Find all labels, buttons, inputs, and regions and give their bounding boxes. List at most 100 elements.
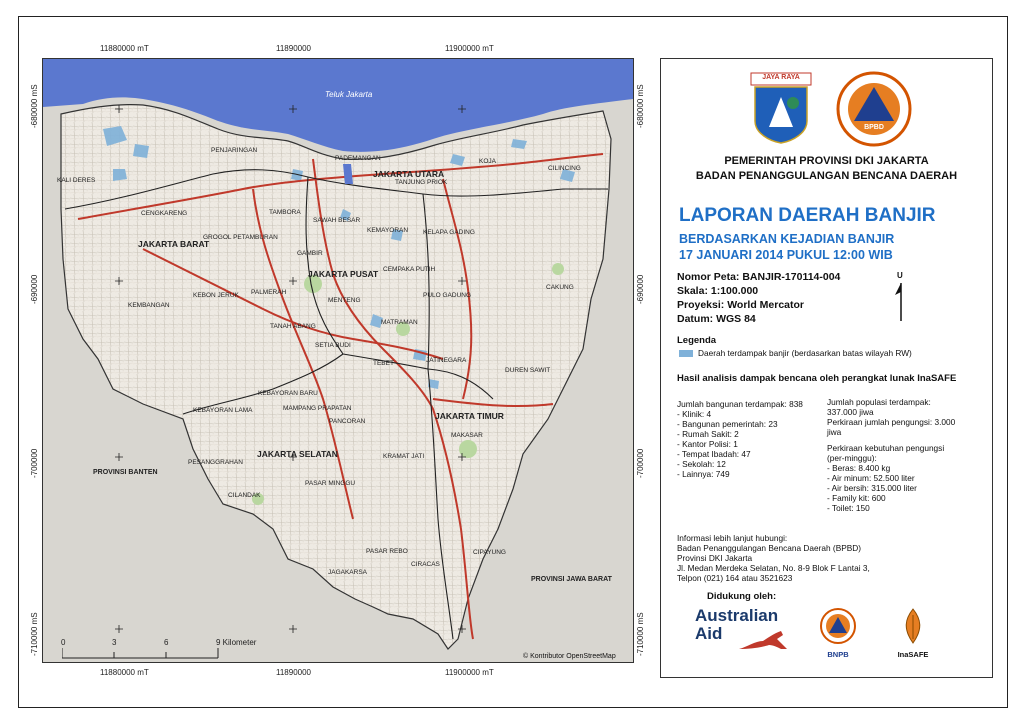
population-value: 337.000 jiwa xyxy=(827,407,874,417)
needs-family-kit: - Family kit: 600 xyxy=(827,493,886,503)
inasafe-logo: InaSAFE xyxy=(893,607,933,659)
legend-flood-swatch xyxy=(679,350,693,357)
district-pesanggrahan: PESANGGRAHAN xyxy=(188,459,243,466)
coord-right-3: -710000 mS xyxy=(636,612,645,656)
district-kembangan: KEMBANGAN xyxy=(128,302,170,309)
district-tebet: TEBET xyxy=(373,360,394,367)
sea-area xyxy=(43,59,633,152)
north-label: U xyxy=(897,271,903,280)
province-jawa-barat: PROVINSI JAWA BARAT xyxy=(531,576,612,583)
district-kelapa-gading: KELAPA GADING xyxy=(423,229,475,236)
report-subtitle-2: 17 JANUARI 2014 PUKUL 12:00 WIB xyxy=(679,248,893,262)
district-setia-budi: SETIA BUDI xyxy=(315,342,351,349)
major-roads xyxy=(77,153,604,640)
coord-top-2: 11900000 mT xyxy=(445,44,494,53)
district-kramat-jati: KRAMAT JATI xyxy=(383,453,425,460)
district-pasar-minggu: PASAR MINGGU xyxy=(305,480,356,487)
scale-tick-9: 9 Kilometer xyxy=(216,638,257,647)
refugees-unit: jiwa xyxy=(827,427,842,437)
scale-tick-3: 3 xyxy=(112,638,117,647)
map-svg xyxy=(43,59,633,662)
buildings-clinic: - Klinik: 4 xyxy=(677,409,712,419)
map-number: Nomor Peta: BANJIR-170114-004 xyxy=(677,271,841,283)
buildings-list: Jumlah bangunan terdampak: 838 - Klinik:… xyxy=(677,399,803,479)
coord-bottom-2: 11900000 mT xyxy=(445,668,494,677)
buildings-other: - Lainnya: 749 xyxy=(677,469,730,479)
district-cilandak: CILANDAK xyxy=(228,492,261,499)
district-jagakarsa: JAGAKARSA xyxy=(328,569,368,576)
map-sheet-frame xyxy=(18,16,1008,708)
district-cilincing: CILINCING xyxy=(548,165,581,172)
coord-left-2: -700000 xyxy=(30,448,39,478)
district-palmerah: PALMERAH xyxy=(251,289,287,296)
region-label-jakarta-selatan: JAKARTA SELATAN xyxy=(257,449,338,459)
needs-drinking-water: - Air minum: 52.500 liter xyxy=(827,473,915,483)
flood-areas xyxy=(103,126,575,389)
region-label-jakarta-pusat: JAKARTA PUSAT xyxy=(308,269,379,279)
scale-tick-6: 6 xyxy=(164,638,169,647)
australian-aid-text-1: Australian xyxy=(695,606,779,625)
buildings-total: Jumlah bangunan terdampak: 838 xyxy=(677,399,803,409)
population-label: Jumlah populasi terdampak: xyxy=(827,397,931,407)
report-subtitle-1: BERDASARKAN KEJADIAN BANJIR xyxy=(679,232,895,246)
contact-org: Badan Penanggulangan Bencana Daerah (BPB… xyxy=(677,543,862,553)
report-title: LAPORAN DAERAH BANJIR xyxy=(679,205,936,226)
coord-left-0: -680000 mS xyxy=(30,84,39,128)
coord-bottom-0: 11880000 mT xyxy=(100,668,149,677)
district-sawah-besar: SAWAH BESAR xyxy=(313,217,361,224)
district-kebon-jeruk: KEBON JERUK xyxy=(193,292,239,299)
map-scale: Skala: 1:100.000 xyxy=(677,285,759,297)
district-cipayung: CIPAYUNG xyxy=(473,549,506,556)
district-makasar: MAKASAR xyxy=(451,432,483,439)
region-label-jakarta-barat: JAKARTA BARAT xyxy=(138,239,210,249)
contact-info: Informasi lebih lanjut hubungi: Badan Pe… xyxy=(677,533,870,583)
district-kali-deres: KALI DERES xyxy=(57,177,96,184)
needs-rice: - Beras: 8.400 kg xyxy=(827,463,891,473)
buildings-worship: - Tempat Ibadah: 47 xyxy=(677,449,751,459)
coord-top-0: 11880000 mT xyxy=(100,44,149,53)
legend-title: Legenda xyxy=(677,335,717,346)
contact-address: Jl. Medan Merdeka Selatan, No. 8-9 Blok … xyxy=(677,563,870,573)
needs-toilet: - Toilet: 150 xyxy=(827,503,870,513)
population-list: Jumlah populasi terdampak: 337.000 jiwa … xyxy=(827,397,955,513)
map-projection: Proyeksi: World Mercator xyxy=(677,299,805,311)
analysis-title: Hasil analisis dampak bencana oleh peran… xyxy=(677,373,957,384)
district-cengkareng: CENGKARENG xyxy=(141,210,188,217)
inasafe-logo-label: InaSAFE xyxy=(897,650,929,659)
district-duren-sawit: DUREN SAWIT xyxy=(505,367,551,374)
australian-aid-logo: Australian Aid xyxy=(695,607,805,657)
district-matraman: MATRAMAN xyxy=(381,319,418,326)
district-kebayoran-lama: KEBAYORAN LAMA xyxy=(193,407,253,414)
bpbd-logo: BPBD xyxy=(836,71,912,147)
legend-flood-label: Daerah terdampak banjir (berdasarkan bat… xyxy=(698,348,912,358)
buildings-hospital: - Rumah Sakit: 2 xyxy=(677,429,739,439)
org-line-2: BADAN PENANGGULANGAN BENCANA DAERAH xyxy=(695,170,958,182)
district-pulo-gadung: PULO GADUNG xyxy=(423,292,472,299)
australian-aid-text-2: Aid xyxy=(695,624,723,643)
bpbd-logo-text: BPBD xyxy=(864,124,884,131)
kangaroo-icon xyxy=(737,629,789,656)
district-kemayoran: KEMAYORAN xyxy=(367,227,409,234)
bnpb-logo-label: BNPB xyxy=(827,650,849,659)
sea-label: Teluk Jakarta xyxy=(325,90,373,99)
region-label-jakarta-timur: JAKARTA TIMUR xyxy=(435,411,504,421)
grid-crosses xyxy=(115,105,466,633)
coord-bottom-1: 11890000 xyxy=(276,668,311,677)
district-tambora: TAMBORA xyxy=(269,209,301,216)
contact-heading: Informasi lebih lanjut hubungi: xyxy=(677,533,788,543)
coord-top-1: 11890000 xyxy=(276,44,311,53)
buildings-school: - Sekolah: 12 xyxy=(677,459,726,469)
district-koja: KOJA xyxy=(479,158,496,165)
district-ciracas: CIRACAS xyxy=(411,561,440,568)
supported-by-label: Didukung oleh: xyxy=(707,591,777,602)
map-copyright: © Kontributor OpenStreetMap xyxy=(523,653,616,660)
jaya-raya-logo-text: JAYA RAYA xyxy=(762,74,800,81)
contact-province: Provinsi DKI Jakarta xyxy=(677,553,753,563)
green-areas xyxy=(252,263,564,505)
north-arrow-icon xyxy=(895,281,907,328)
buildings-police: - Kantor Polisi: 1 xyxy=(677,439,738,449)
map-canvas[interactable]: Teluk Jakarta JAKARTA UTARA JAKARTA BARA… xyxy=(42,58,634,663)
refugees-label: Perkiraan jumlah pengungsi: 3.000 xyxy=(827,417,956,427)
needs-clean-water: - Air bersih: 315.000 liter xyxy=(827,483,917,493)
district-pancoran: PANCORAN xyxy=(329,418,366,425)
